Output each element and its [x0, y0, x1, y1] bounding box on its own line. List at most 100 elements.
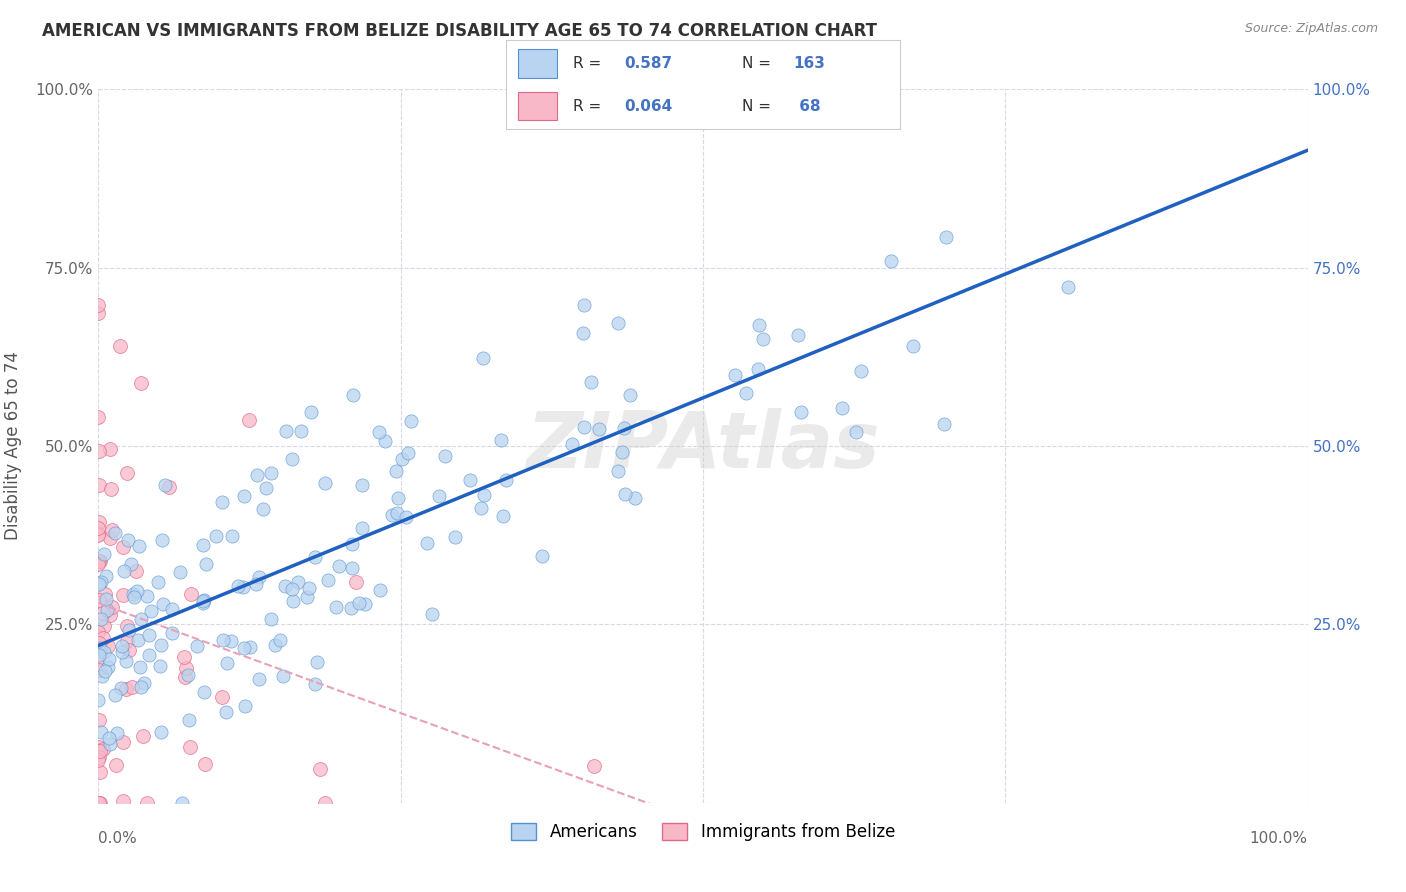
Point — [281, 594, 304, 608]
Text: 0.0%: 0.0% — [98, 831, 138, 847]
Point — [368, 425, 391, 439]
Point — [391, 451, 413, 466]
Point — [160, 602, 183, 616]
Point — [274, 579, 297, 593]
Point — [146, 575, 169, 590]
Point — [125, 583, 148, 598]
Point — [98, 531, 121, 545]
Point — [607, 464, 630, 478]
Point — [495, 473, 517, 487]
Point — [217, 656, 239, 670]
Point — [314, 796, 336, 810]
Point — [350, 478, 373, 492]
Point — [87, 650, 110, 665]
Point — [340, 537, 363, 551]
Point — [280, 452, 302, 467]
Point — [193, 592, 215, 607]
Point — [193, 685, 215, 699]
Point — [87, 554, 110, 568]
Point — [180, 587, 202, 601]
Point — [297, 590, 319, 604]
FancyBboxPatch shape — [517, 49, 557, 78]
Point — [112, 540, 135, 554]
Point — [111, 639, 134, 653]
Point — [138, 628, 160, 642]
Point — [247, 672, 270, 686]
Point — [281, 582, 304, 597]
Point — [239, 640, 262, 654]
Point — [531, 549, 554, 563]
Text: 68: 68 — [793, 99, 820, 113]
Point — [128, 540, 150, 554]
Point — [89, 477, 111, 491]
Point — [934, 417, 956, 432]
Point — [350, 521, 373, 535]
Point — [246, 468, 269, 483]
Point — [87, 750, 110, 764]
Point — [845, 425, 868, 439]
Point — [344, 575, 367, 590]
Point — [115, 634, 138, 648]
Point — [259, 612, 281, 626]
Point — [138, 648, 160, 663]
Point — [117, 619, 139, 633]
Point — [264, 638, 287, 652]
Point — [87, 713, 110, 727]
Point — [98, 442, 121, 456]
Point — [112, 588, 135, 602]
Point — [193, 538, 215, 552]
Point — [193, 757, 215, 772]
Point — [128, 660, 150, 674]
Point — [121, 680, 143, 694]
Point — [87, 528, 110, 542]
Point — [849, 364, 872, 378]
Point — [98, 737, 121, 751]
Text: R =: R = — [574, 99, 602, 113]
Point — [723, 368, 745, 383]
Point — [211, 495, 233, 509]
Point — [191, 596, 214, 610]
Point — [748, 318, 770, 333]
Text: 0.064: 0.064 — [624, 99, 672, 113]
Point — [308, 763, 330, 777]
Point — [747, 362, 769, 376]
Point — [607, 316, 630, 330]
Point — [328, 558, 350, 573]
Text: N =: N = — [742, 99, 772, 113]
Point — [610, 445, 633, 459]
Point — [87, 554, 110, 568]
Point — [122, 590, 145, 604]
Point — [238, 413, 260, 427]
Point — [252, 502, 274, 516]
Point — [105, 758, 128, 772]
Point — [91, 742, 114, 756]
Point — [129, 680, 152, 694]
Point — [89, 663, 111, 677]
Point — [249, 570, 271, 584]
Point — [177, 714, 200, 728]
Point — [152, 597, 174, 611]
Point — [316, 573, 339, 587]
Point — [87, 577, 110, 591]
Point — [97, 660, 120, 674]
Point — [179, 740, 201, 755]
Point — [204, 529, 226, 543]
Point — [129, 376, 152, 390]
Point — [155, 478, 177, 492]
Point — [472, 351, 495, 365]
Point — [87, 298, 110, 312]
Point — [89, 648, 111, 663]
Point — [901, 339, 924, 353]
Point — [132, 729, 155, 743]
Point — [89, 764, 111, 779]
Point — [117, 623, 139, 637]
Point — [100, 482, 122, 496]
Point — [269, 633, 291, 648]
Point — [105, 726, 128, 740]
Point — [150, 638, 173, 652]
Text: N =: N = — [742, 56, 772, 70]
Point — [1056, 280, 1078, 294]
Point — [305, 655, 328, 669]
Point — [91, 669, 114, 683]
Point — [174, 670, 197, 684]
